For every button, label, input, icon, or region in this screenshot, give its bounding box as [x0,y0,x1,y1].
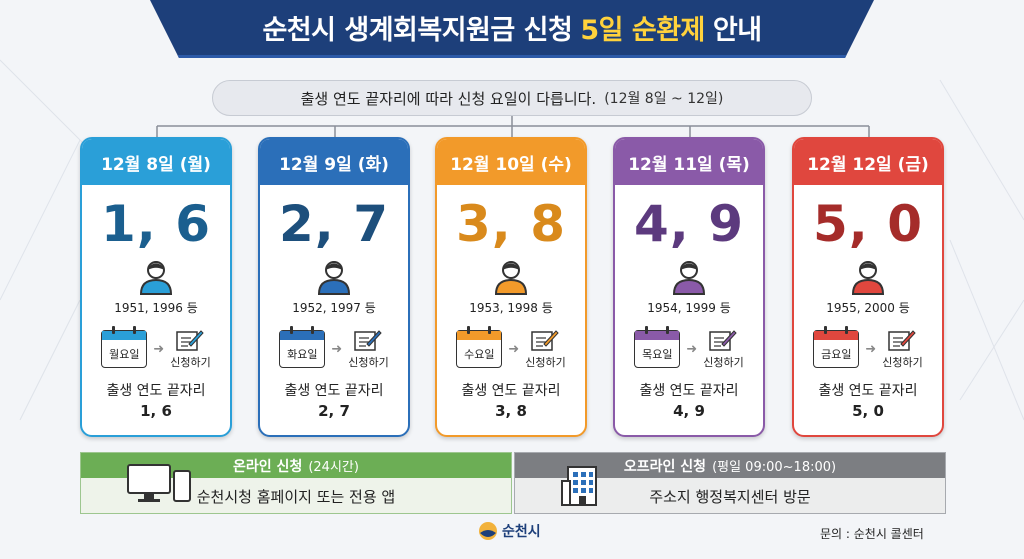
day-card: 12월 11일 (목) 4, 9 1954, 1999 등 목요일 ➜ [613,137,765,437]
edit-form-icon [708,328,738,352]
apply-step: 신청하기 [882,328,922,370]
birth-digits: 1, 6 [82,402,230,420]
example-years: 1955, 2000 등 [794,299,942,316]
edit-form-icon [353,328,383,352]
day-card: 12월 10일 (수) 3, 8 1953, 1998 등 수요일 ➜ [435,137,587,437]
city-logo: 순천시 [478,521,541,541]
calendar-icon: 금요일 [813,330,859,368]
calendar-icon: 월요일 [101,330,147,368]
birth-digits-caption: 출생 연도 끝자리 [82,380,230,400]
arrow-right-icon: ➜ [331,342,342,357]
birth-digits: 3, 8 [437,402,585,420]
day-card: 12월 8일 (월) 1, 6 1951, 1996 등 월요일 ➜ [80,137,232,437]
day-card-header: 12월 8일 (월) [82,139,230,185]
person-icon [494,259,528,295]
online-title: 온라인 신청 [233,456,302,476]
birth-digits: 5, 0 [794,402,942,420]
building-icon [560,463,604,507]
day-card: 12월 12일 (금) 5, 0 1955, 2000 등 금요일 ➜ [792,137,944,437]
computer-phone-icon [126,463,194,507]
birth-digits-caption: 출생 연도 끝자리 [260,380,408,400]
calendar-icon: 수요일 [456,330,502,368]
calendar-icon: 목요일 [634,330,680,368]
birth-digits: 4, 9 [615,402,763,420]
birth-digits-large: 3, 8 [437,193,585,255]
person-icon-wrap [794,259,942,295]
logo-text: 순천시 [502,521,541,541]
person-icon [672,259,706,295]
apply-label: 신청하기 [703,354,743,370]
apply-step: 신청하기 [348,328,388,370]
suncheon-logo-icon [478,521,498,541]
edit-form-icon [887,328,917,352]
weekday-label: 금요일 [821,346,851,362]
apply-flow: 수요일 ➜ 신청하기 [437,326,585,372]
weekday-label: 화요일 [287,346,317,362]
offline-title: 오프라인 신청 [624,456,706,476]
weekday-label: 수요일 [464,346,494,362]
day-card-header: 12월 10일 (수) [437,139,585,185]
apply-label: 신청하기 [348,354,388,370]
apply-label: 신청하기 [170,354,210,370]
birth-digits-large: 5, 0 [794,193,942,255]
edit-form-icon [530,328,560,352]
apply-flow: 금요일 ➜ 신청하기 [794,326,942,372]
apply-step: 신청하기 [703,328,743,370]
tree-connector [0,0,1024,140]
offline-apply-bar: 오프라인 신청 (평일 09:00~18:00) 주소지 행정복지센터 방문 [514,452,946,514]
person-icon-wrap [82,259,230,295]
person-icon [851,259,885,295]
birth-digits-large: 1, 6 [82,193,230,255]
apply-step: 신청하기 [525,328,565,370]
birth-digits-large: 4, 9 [615,193,763,255]
birth-digits-caption: 출생 연도 끝자리 [437,380,585,400]
person-icon [317,259,351,295]
online-hours: (24시간) [308,456,359,475]
example-years: 1951, 1996 등 [82,299,230,316]
day-card: 12월 9일 (화) 2, 7 1952, 1997 등 화요일 ➜ [258,137,410,437]
example-years: 1953, 1998 등 [437,299,585,316]
apply-label: 신청하기 [882,354,922,370]
birth-digits: 2, 7 [260,402,408,420]
apply-flow: 목요일 ➜ 신청하기 [615,326,763,372]
birth-digits-large: 2, 7 [260,193,408,255]
weekday-label: 목요일 [642,346,672,362]
day-card-header: 12월 9일 (화) [260,139,408,185]
offline-hours: (평일 09:00~18:00) [712,456,836,475]
birth-digits-caption: 출생 연도 끝자리 [615,380,763,400]
person-icon-wrap [437,259,585,295]
day-card-header: 12월 11일 (목) [615,139,763,185]
apply-label: 신청하기 [525,354,565,370]
edit-form-icon [175,328,205,352]
arrow-right-icon: ➜ [153,342,164,357]
arrow-right-icon: ➜ [508,342,519,357]
calendar-icon: 화요일 [279,330,325,368]
example-years: 1954, 1999 등 [615,299,763,316]
apply-flow: 월요일 ➜ 신청하기 [82,326,230,372]
person-icon [139,259,173,295]
apply-flow: 화요일 ➜ 신청하기 [260,326,408,372]
example-years: 1952, 1997 등 [260,299,408,316]
arrow-right-icon: ➜ [686,342,697,357]
weekday-label: 월요일 [109,346,139,362]
arrow-right-icon: ➜ [865,342,876,357]
birth-digits-caption: 출생 연도 끝자리 [794,380,942,400]
day-card-header: 12월 12일 (금) [794,139,942,185]
contact-info: 문의 : 순천시 콜센터 [820,525,924,542]
online-apply-bar: 온라인 신청 (24시간) 순천시청 홈페이지 또는 전용 앱 [80,452,512,514]
person-icon-wrap [615,259,763,295]
apply-step: 신청하기 [170,328,210,370]
person-icon-wrap [260,259,408,295]
